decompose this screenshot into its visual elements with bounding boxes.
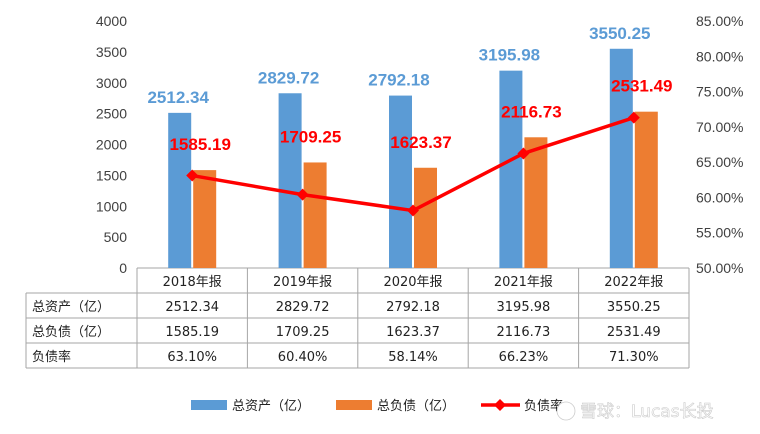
y-left-tick-label: 2000 [96, 137, 127, 153]
bar-total-debt [193, 170, 217, 268]
bar-total-assets [499, 70, 523, 269]
y-right-tick-label: 50.00% [696, 260, 743, 276]
table-cell: 2829.72 [276, 300, 330, 315]
y-right-tick-label: 75.00% [696, 84, 743, 100]
data-label-total-assets: 2512.34 [147, 88, 209, 107]
y-left-tick-label: 500 [104, 229, 128, 245]
table-cell: 3195.98 [497, 300, 551, 315]
x-tick-label: 2019年报 [273, 275, 332, 290]
data-label-total-assets: 3195.98 [479, 46, 540, 65]
y-right-tick-label: 85.00% [696, 13, 743, 29]
bar-total-assets [278, 93, 302, 268]
bar-total-assets [389, 95, 412, 268]
bar-total-assets [168, 112, 192, 268]
rate-line [186, 111, 640, 217]
y-left-tick-label: 1500 [96, 167, 127, 183]
debt-ratio-marker [186, 169, 199, 182]
data-label-total-debt: 1623.37 [390, 133, 451, 152]
y-right-tick-label: 65.00% [696, 154, 743, 170]
legend-marker-debt-ratio [494, 399, 506, 411]
table-cell: 66.23% [499, 350, 549, 365]
y-left-tick-label: 0 [119, 260, 127, 276]
table-cell: 1709.25 [276, 325, 330, 340]
y-left-tick-label: 4000 [96, 13, 127, 29]
x-tick-label: 2018年报 [163, 275, 222, 290]
data-label-total-debt: 1709.25 [280, 127, 341, 146]
debt-ratio-marker [296, 188, 309, 201]
legend-swatch-total-debt [336, 400, 372, 410]
y-left-tick-label: 3000 [96, 75, 127, 91]
y-left-tick-label: 2500 [96, 106, 127, 122]
data-label-total-debt: 2116.73 [501, 102, 562, 121]
table-cell: 1585.19 [165, 325, 219, 340]
table-cell: 2531.49 [607, 325, 661, 340]
legend-label-total-assets: 总资产（亿） [232, 399, 310, 414]
y-right-tick-label: 70.00% [696, 119, 743, 135]
watermark: 雪球：Lucas长投 [556, 401, 714, 422]
data-labels: 2512.34 2829.72 2792.18 3195.98 3550.25 1585.… [147, 24, 672, 154]
bar-total-debt [303, 162, 327, 268]
bars [168, 48, 658, 269]
table-cell: 2116.73 [497, 325, 551, 340]
x-tick-label: 2022年报 [604, 275, 663, 290]
table-cell: 1623.37 [386, 325, 440, 340]
x-tick-label: 2021年报 [494, 275, 553, 290]
y-right-tick-label: 60.00% [696, 189, 743, 205]
data-label-total-assets: 2792.18 [368, 71, 429, 90]
debt-ratio-marker [517, 147, 530, 160]
table-cell: 63.10% [167, 350, 217, 365]
watermark-text: 雪球：Lucas长投 [580, 402, 714, 422]
axes: 0 500 1000 1500 2000 2500 3000 3500 4000 50.00% 55… [96, 13, 744, 276]
table-row-label: 总资产（亿） [32, 300, 110, 315]
debt-ratio-marker [407, 204, 419, 217]
data-label-total-assets: 3550.25 [589, 24, 650, 43]
data-label-total-debt: 2531.49 [611, 77, 672, 96]
legend: 总资产（亿） 总负债（亿） 负债率 [191, 398, 563, 414]
legend-label-debt-ratio: 负债率 [524, 398, 563, 414]
y-left-tick-label: 1000 [96, 198, 127, 214]
bar-total-debt [524, 137, 548, 268]
bar-total-debt [634, 111, 658, 268]
bar-total-debt [414, 167, 437, 268]
table-cell: 2792.18 [386, 300, 440, 315]
debt-ratio-line [191, 116, 635, 213]
debt-ratio-marker [627, 111, 640, 124]
watermark-logo-icon [556, 401, 576, 421]
legend-label-total-debt: 总负债（亿） [377, 399, 455, 414]
table-cell: 3550.25 [607, 300, 661, 315]
data-label-total-debt: 1585.19 [169, 135, 230, 154]
y-right-tick-label: 55.00% [696, 225, 743, 241]
data-label-total-assets: 2829.72 [258, 68, 319, 87]
table-cell: 2512.34 [165, 300, 219, 315]
bar-total-assets [609, 48, 633, 268]
table-row-label: 负债率 [32, 349, 71, 365]
legend-swatch-total-assets [191, 400, 227, 410]
table-cell: 71.30% [609, 350, 659, 365]
y-right-tick-label: 80.00% [696, 48, 743, 64]
y-left-tick-label: 3500 [96, 44, 127, 60]
table-row-label: 总负债（亿） [32, 325, 110, 340]
table-cell: 60.40% [278, 350, 328, 365]
x-tick-label: 2020年报 [383, 275, 442, 290]
table-cell: 58.14% [388, 350, 438, 365]
